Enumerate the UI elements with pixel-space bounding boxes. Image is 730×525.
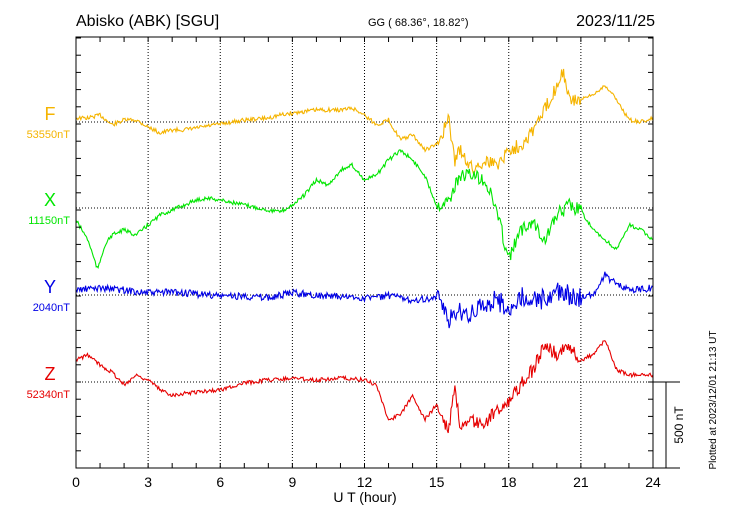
- x-tick-label: 0: [72, 474, 80, 490]
- series-name-y: Y: [44, 277, 56, 297]
- chart-title: Abisko (ABK) [SGU]: [76, 13, 219, 30]
- x-tick-label: 15: [429, 474, 445, 490]
- x-axis-label: U T (hour): [333, 489, 396, 505]
- trace-y: [75, 271, 654, 329]
- plotted-at-footer: Plotted at 2023/12/01 21:13 UT: [708, 331, 719, 470]
- trace-x: [75, 149, 653, 269]
- grid: [76, 37, 653, 468]
- baseline-value-f: 53550nT: [27, 129, 71, 141]
- x-tick-label: 6: [216, 474, 224, 490]
- station-coordinates: GG ( 68.36°, 18.82°): [368, 17, 469, 29]
- series-labels: F 53550nT X 11150nT Y 2040nT Z 52340nT: [27, 104, 71, 401]
- x-tick-label: 12: [357, 474, 373, 490]
- trace-z: [75, 340, 654, 434]
- trace-f: [75, 68, 654, 174]
- ticks: 0 3 6 9 12 15 18 21 24: [72, 37, 661, 490]
- scale-bar-label: 500 nT: [672, 406, 686, 444]
- x-tick-label: 18: [501, 474, 517, 490]
- series-name-f: F: [45, 104, 56, 124]
- x-tick-label: 3: [144, 474, 152, 490]
- x-tick-label: 24: [645, 474, 661, 490]
- series-name-z: Z: [45, 364, 56, 384]
- traces: [75, 68, 654, 434]
- x-tick-label: 21: [573, 474, 589, 490]
- baseline-value-x: 11150nT: [28, 215, 70, 227]
- series-name-x: X: [44, 190, 56, 210]
- x-tick-label: 9: [288, 474, 296, 490]
- baseline-value-y: 2040nT: [33, 302, 71, 314]
- baseline-value-z: 52340nT: [27, 389, 71, 401]
- chart-date: 2023/11/25: [576, 13, 655, 30]
